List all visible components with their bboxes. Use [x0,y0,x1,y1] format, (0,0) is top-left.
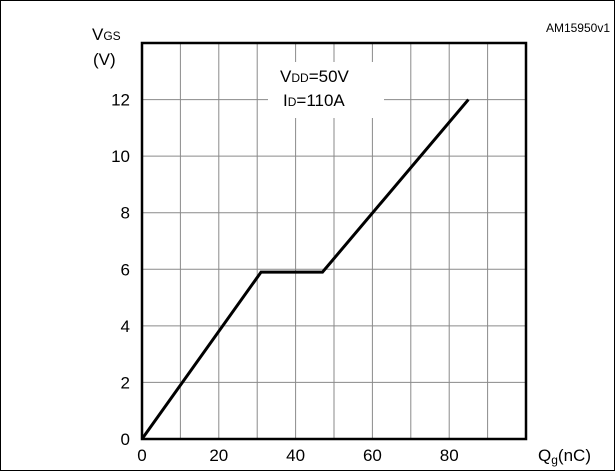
annotation-vdd-value: =50V [309,67,350,86]
annotation-background [268,62,384,118]
annotation-id-value: =110A [296,91,345,110]
annotation-id-main: I [283,91,288,110]
annotation-vdd-sub: DD [291,71,309,85]
y-tick-labels: 0 2 4 6 8 10 12 [111,91,130,449]
x-tick-labels: 0 20 40 60 80 [137,446,458,465]
y-tick-label: 2 [121,373,130,392]
annotation-id-sub: D [288,95,297,109]
y-axis-label-sub: GS [103,29,120,43]
y-tick-label: 0 [121,430,130,449]
annotation-vdd: VDD=50V [280,67,350,86]
x-axis-label: Qg(nC) [538,446,591,467]
annotation-id: ID=110A [283,91,345,110]
y-tick-label: 8 [121,204,130,223]
x-tick-label: 40 [286,446,305,465]
y-tick-label: 4 [121,317,130,336]
x-axis-label-main: Q [538,446,551,465]
y-tick-label: 10 [111,147,130,166]
figure-id: AM15950v1 [546,21,610,35]
y-tick-label: 12 [111,91,130,110]
x-axis-label-unit: (nC) [558,446,591,465]
y-axis-label-main: V [92,25,104,44]
x-tick-label: 20 [209,446,228,465]
plot-border [140,41,528,441]
y-axis-unit: (V) [93,50,116,69]
y-axis-label: VGS [92,25,121,44]
x-tick-label: 80 [440,446,459,465]
y-tick-label: 6 [121,260,130,279]
x-tick-label: 0 [137,446,146,465]
annotation-vdd-main: V [280,67,292,86]
x-tick-label: 60 [363,446,382,465]
series-line-vgs [140,98,470,440]
x-axis-label-sub: g [551,453,558,467]
